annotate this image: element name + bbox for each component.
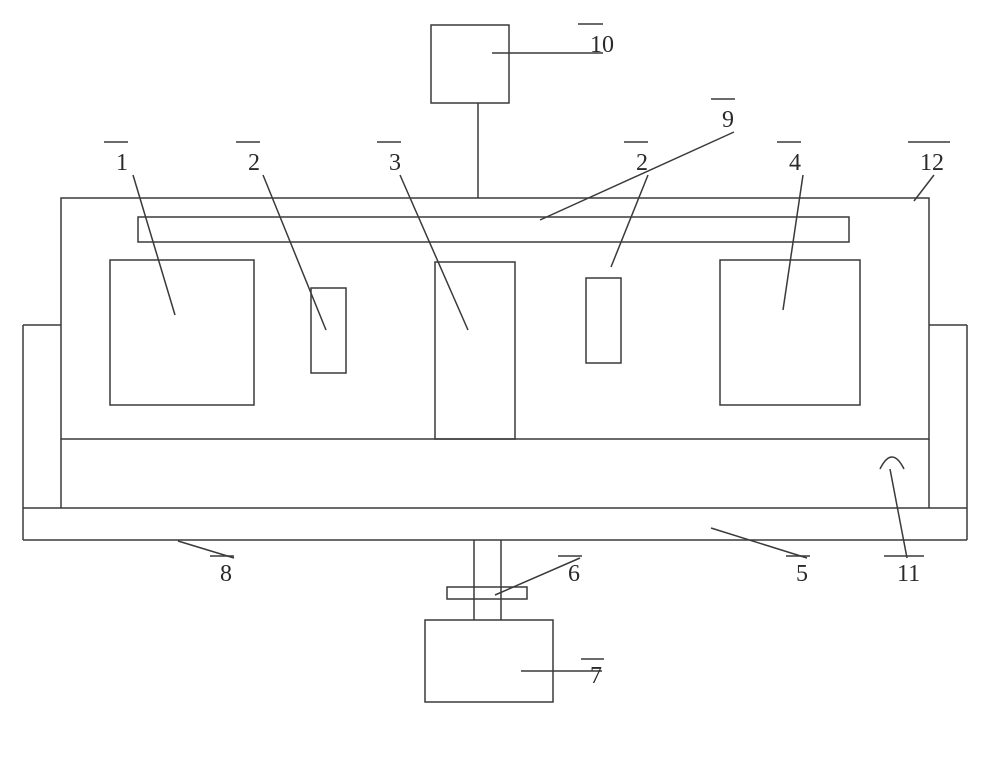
callout-label-4: 4 [789, 150, 801, 176]
small-block-left [311, 288, 346, 373]
callout-label-2a: 2 [248, 150, 260, 176]
left-block [110, 260, 254, 405]
top-bar [138, 217, 849, 242]
callout-label-10: 10 [590, 32, 614, 58]
callout-label-5: 5 [796, 561, 808, 587]
callout-label-1: 1 [116, 150, 128, 176]
callout-label-9: 9 [722, 107, 734, 133]
callout-leader-5 [711, 528, 807, 558]
callout-label-11: 11 [897, 561, 920, 587]
callout-leader-2b [611, 175, 648, 267]
small-block-right [586, 278, 621, 363]
callout-leader-12 [914, 175, 934, 201]
callout-label-8: 8 [220, 561, 232, 587]
bottom-hat [447, 587, 527, 599]
callout-leader-11 [890, 469, 907, 558]
schematic-diagram: 1232412910865117 [0, 0, 1000, 771]
outer-container [61, 198, 929, 439]
right-block [720, 260, 860, 405]
center-block [435, 262, 515, 439]
right-notch [880, 457, 904, 469]
callout-leader-1 [133, 175, 175, 315]
callout-label-12: 12 [920, 150, 944, 176]
callout-label-6: 6 [568, 561, 580, 587]
callout-leader-9 [540, 132, 734, 220]
top-box [431, 25, 509, 103]
bottom-box [425, 620, 553, 702]
callout-label-3: 3 [389, 150, 401, 176]
callout-label-7: 7 [590, 663, 602, 689]
